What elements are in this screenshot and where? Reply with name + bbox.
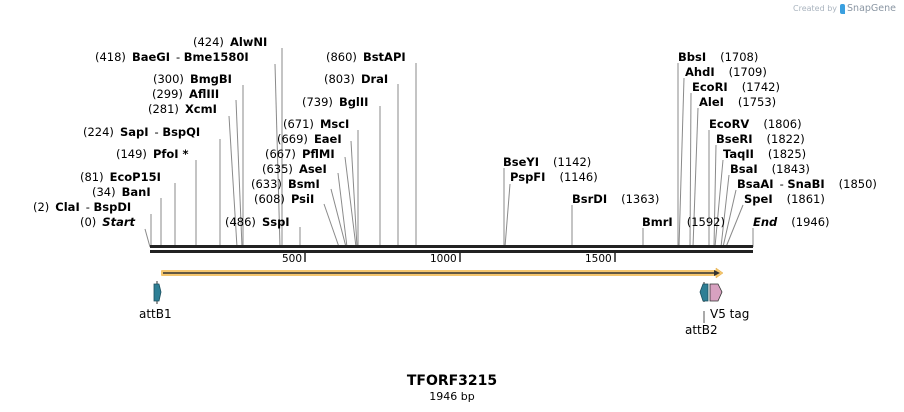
- site-label-MscI[interactable]: (671) MscI: [283, 117, 350, 131]
- backbone-top: [150, 245, 753, 248]
- snapgene-branding: Created by SnapGene: [793, 3, 896, 14]
- snapgene-logo-icon: [840, 3, 846, 14]
- site-label-BmgBI[interactable]: (300) BmgBI: [153, 72, 232, 86]
- tick-label-500: 500: [282, 253, 303, 265]
- site-label-PflMI[interactable]: (667) PflMI: [265, 147, 335, 161]
- site-label-BaeGI[interactable]: (418) BaeGI - Bme1580I: [95, 50, 249, 64]
- feature-label-attB1[interactable]: attB1: [139, 307, 172, 321]
- site-label-BanI[interactable]: (34) BanI: [92, 185, 151, 199]
- tick-label-1500: 1500: [585, 253, 612, 265]
- tick-label-1000: 1000: [430, 253, 457, 265]
- v5-tag-feature[interactable]: [709, 283, 723, 302]
- site-label-BseYI[interactable]: BseYI (1142): [503, 155, 592, 169]
- feature-label-v5-tag[interactable]: V5 tag: [710, 307, 750, 321]
- site-label-EcoP15I[interactable]: (81) EcoP15I: [80, 170, 161, 184]
- construct-length: 1946 bp: [429, 390, 475, 403]
- feature-label-attB2[interactable]: attB2: [685, 323, 718, 337]
- site-label-BsaI[interactable]: BsaI (1843): [730, 162, 810, 176]
- site-label-SapI[interactable]: (224) SapI - BspQI: [83, 125, 201, 139]
- site-label-BglII[interactable]: (739) BglII: [302, 95, 369, 109]
- site-label-End[interactable]: End (1946): [753, 215, 830, 229]
- site-label-SspI[interactable]: (486) SspI: [225, 215, 290, 229]
- backbone-bottom: [150, 250, 753, 253]
- site-label-BsrDI[interactable]: BsrDI (1363): [572, 192, 660, 206]
- site-label-BsaAI[interactable]: BsaAI - SnaBI (1850): [737, 177, 877, 191]
- site-label-XcmI[interactable]: (281) XcmI: [148, 102, 217, 116]
- site-label-AflIII[interactable]: (299) AflIII: [152, 87, 220, 101]
- site-label-BbsI[interactable]: BbsI (1708): [678, 50, 759, 64]
- site-label-EcoRV[interactable]: EcoRV (1806): [709, 117, 802, 131]
- scale-ticks: [304, 253, 616, 262]
- construct-name: TFORF3215: [406, 373, 498, 389]
- site-label-TaqII[interactable]: TaqII (1825): [723, 147, 807, 161]
- site-label-SpeI[interactable]: SpeI (1861): [744, 192, 825, 206]
- site-label-BsmI[interactable]: (633) BsmI: [251, 177, 320, 191]
- site-label-PfoI[interactable]: (149) PfoI *: [116, 147, 189, 161]
- site-label-EcoRI[interactable]: EcoRI (1742): [692, 80, 780, 94]
- site-label-AseI[interactable]: (635) AseI: [262, 162, 327, 176]
- site-label-PsiI[interactable]: (608) PsiI: [254, 192, 315, 206]
- attB2-feature[interactable]: [699, 282, 709, 323]
- site-label-BmrI[interactable]: BmrI (1592): [642, 215, 725, 229]
- site-label-PspFI[interactable]: PspFI (1146): [510, 170, 598, 184]
- cut-site-connectors: [144, 48, 754, 248]
- site-label-BseRI[interactable]: BseRI (1822): [716, 132, 805, 146]
- attB1-feature[interactable]: [153, 281, 162, 304]
- site-label-ClaI[interactable]: (2) ClaI - BspDI: [33, 200, 132, 214]
- site-label-AhdI[interactable]: AhdI (1709): [685, 65, 767, 79]
- site-label-BstAPI[interactable]: (860) BstAPI: [326, 50, 406, 64]
- site-label-AleI[interactable]: AleI (1753): [699, 95, 777, 109]
- site-label-EaeI[interactable]: (669) EaeI: [277, 132, 342, 146]
- orf-arrow[interactable]: [161, 267, 724, 279]
- site-label-Start[interactable]: (0) Start: [80, 215, 136, 229]
- site-label-DraI[interactable]: (803) DraI: [324, 72, 389, 86]
- site-label-AlwNI[interactable]: (424) AlwNI: [193, 35, 268, 49]
